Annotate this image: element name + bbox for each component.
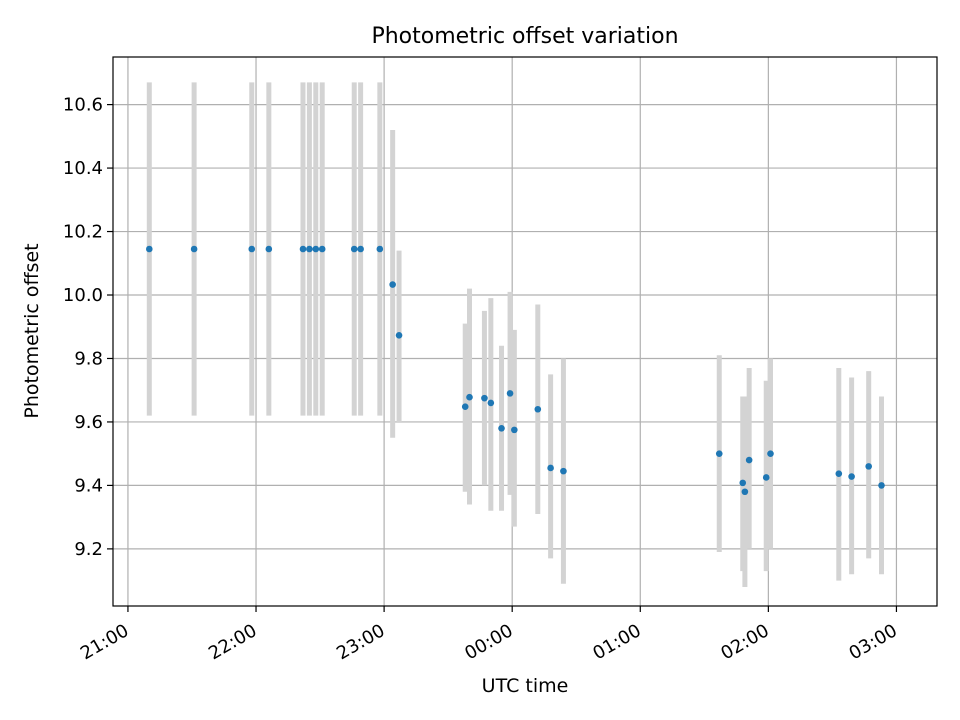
data-point [357,245,364,253]
data-point [299,245,307,253]
x-axis-label: UTC time [482,675,569,697]
y-tick-label: 10.2 [63,222,103,243]
data-point [767,450,774,457]
data-point [741,488,749,496]
data-point [715,450,723,457]
data-point [376,245,384,253]
data-point [511,426,518,434]
plot-frame [112,56,938,607]
data-point [835,470,843,477]
data-point [487,399,495,407]
y-tick-label: 10.4 [63,158,103,179]
data-point [498,424,505,432]
data-point [878,482,885,489]
y-tick-label: 9.8 [74,348,103,369]
data-point [312,245,320,253]
y-axis-label: Photometric offset [21,243,43,418]
data-point [145,245,153,253]
data-point [461,403,469,411]
data-point [350,245,358,253]
data-point [745,456,753,464]
data-point [481,394,488,402]
data-point [739,479,747,487]
data-point [248,245,256,253]
data-point [318,245,326,253]
y-axis: 9.2 9.4 9.6 9.8 10.0 10.2 10.4 10.6 [63,95,113,560]
data-point [466,393,473,401]
data-points [145,245,885,496]
data-point [389,281,396,288]
data-point [506,390,514,397]
data-point [560,467,567,475]
data-point [395,332,403,339]
y-tick-label: 9.2 [74,539,103,560]
y-tick-label: 9.4 [74,475,103,496]
data-point [190,245,198,253]
y-tick-label: 10.0 [63,285,103,306]
data-point [306,245,313,253]
chart-title: Photometric offset variation [371,24,678,49]
data-point [547,464,554,472]
data-point [848,473,855,480]
y-tick-label: 10.6 [63,95,103,116]
data-point [762,474,770,481]
data-point [534,405,542,413]
data-point [265,245,273,253]
data-point [865,463,872,470]
y-tick-label: 9.6 [74,412,103,433]
